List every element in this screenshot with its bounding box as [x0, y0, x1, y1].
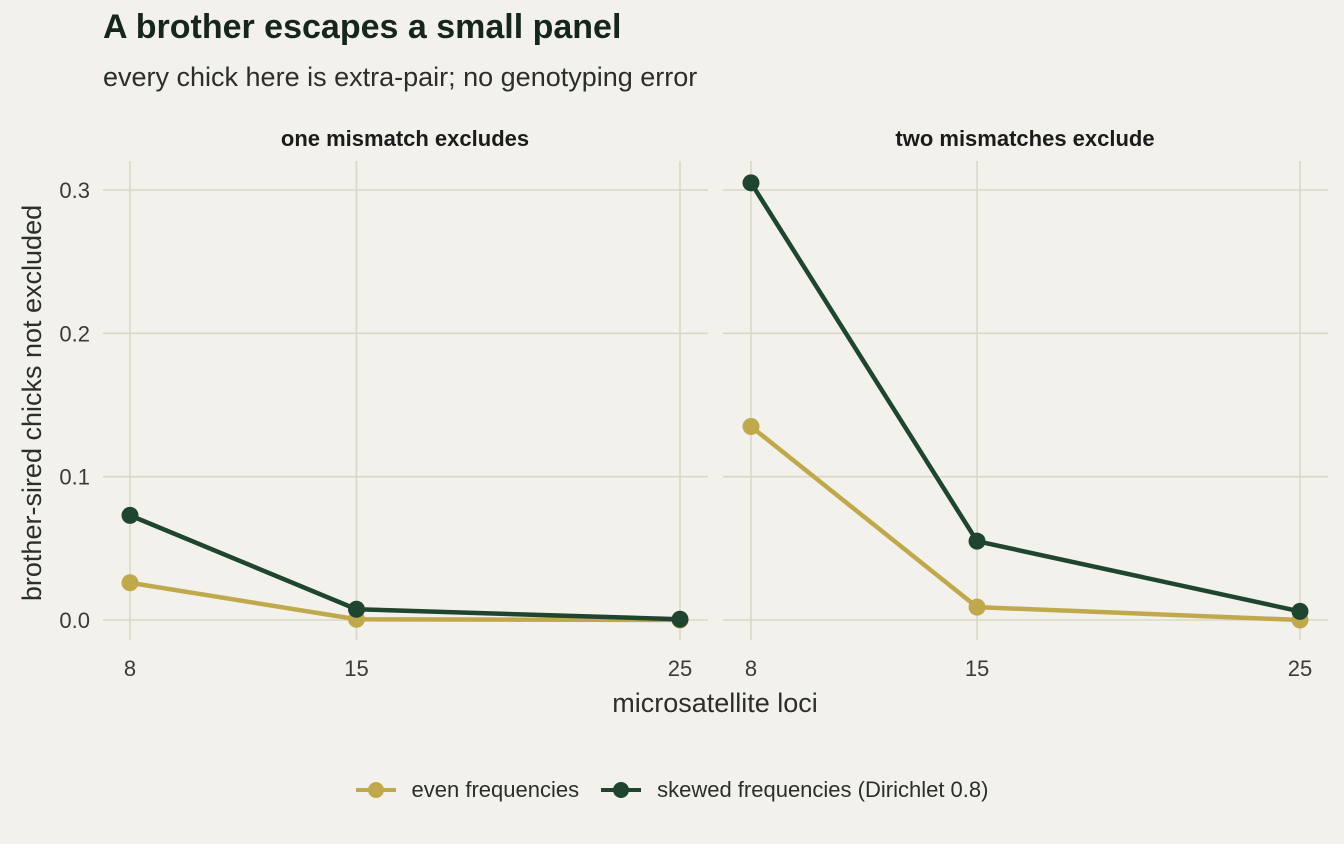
y-axis-title: brother-sired chicks not excluded	[17, 205, 47, 601]
x-tick-label: 8	[124, 656, 136, 681]
data-point-even	[968, 598, 986, 616]
facet-label-left: one mismatch excludes	[281, 126, 529, 151]
x-tick-label: 8	[745, 656, 757, 681]
chart-title: A brother escapes a small panel	[103, 8, 622, 46]
series-layer	[121, 174, 1309, 629]
data-point-skewed	[968, 532, 986, 550]
legend-label-even: even frequencies	[411, 777, 580, 802]
series-line-even	[127, 580, 683, 623]
data-point-skewed	[121, 506, 139, 524]
legend-key-skewed	[601, 782, 642, 798]
data-point-skewed	[347, 600, 365, 618]
legend-item-skewed: skewed frequencies (Dirichlet 0.8)	[601, 770, 988, 810]
series-line-skewed	[748, 180, 1303, 614]
legend-key-even	[355, 782, 396, 798]
data-point-skewed	[742, 174, 760, 192]
x-axis-title: microsatellite loci	[612, 688, 818, 718]
series-line-even	[748, 424, 1303, 623]
y-tick-label: 0.2	[59, 321, 90, 346]
y-tick-label: 0.3	[59, 178, 90, 203]
grid-layer	[103, 161, 1328, 640]
x-tick-label: 15	[344, 656, 368, 681]
series-line-skewed	[127, 513, 683, 622]
x-tick-label: 25	[668, 656, 692, 681]
tick-layer: 8 15 25 0.0 0.1 0.2 0.3 8 15 25	[59, 178, 1312, 681]
x-tick-label: 25	[1288, 656, 1312, 681]
data-point-even	[742, 418, 760, 435]
legend: even frequencies skewed frequencies (Dir…	[0, 770, 1344, 810]
legend-item-even: even frequencies	[355, 770, 580, 810]
facet-label-right: two mismatches exclude	[895, 126, 1154, 151]
y-tick-label: 0.0	[59, 608, 90, 633]
chart-subtitle: every chick here is extra-pair; no genot…	[103, 62, 698, 92]
data-point-skewed	[1291, 602, 1309, 620]
legend-label-skewed: skewed frequencies (Dirichlet 0.8)	[657, 777, 989, 802]
data-point-even	[121, 574, 139, 592]
data-point-skewed	[671, 610, 689, 628]
x-tick-label: 15	[965, 656, 989, 681]
y-tick-label: 0.1	[59, 465, 90, 490]
